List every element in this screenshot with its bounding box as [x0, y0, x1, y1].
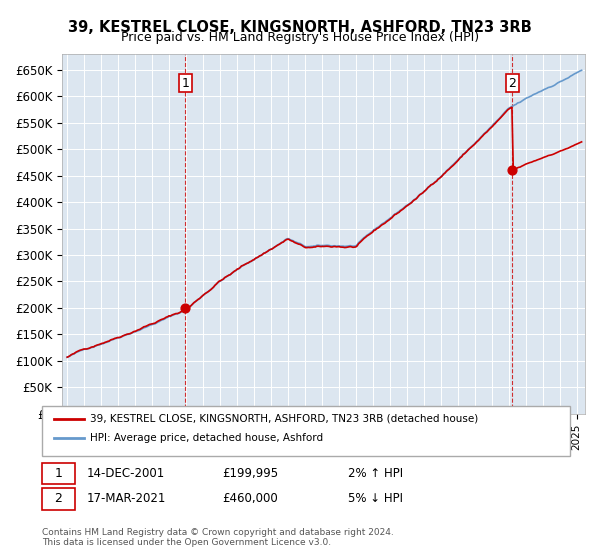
Text: Contains HM Land Registry data © Crown copyright and database right 2024.: Contains HM Land Registry data © Crown c… [42, 528, 394, 536]
Text: £460,000: £460,000 [222, 492, 278, 506]
Point [508, 166, 517, 175]
Point [181, 304, 190, 312]
Text: 14-DEC-2001: 14-DEC-2001 [87, 467, 165, 480]
Text: 2: 2 [508, 77, 516, 90]
Text: £199,995: £199,995 [222, 467, 278, 480]
Text: Price paid vs. HM Land Registry's House Price Index (HPI): Price paid vs. HM Land Registry's House … [121, 31, 479, 44]
Text: 39, KESTREL CLOSE, KINGSNORTH, ASHFORD, TN23 3RB: 39, KESTREL CLOSE, KINGSNORTH, ASHFORD, … [68, 20, 532, 35]
Text: This data is licensed under the Open Government Licence v3.0.: This data is licensed under the Open Gov… [42, 538, 331, 547]
Text: HPI: Average price, detached house, Ashford: HPI: Average price, detached house, Ashf… [90, 433, 323, 443]
Text: 2: 2 [54, 492, 62, 506]
Text: 5% ↓ HPI: 5% ↓ HPI [348, 492, 403, 506]
Text: 1: 1 [54, 467, 62, 480]
Text: 2% ↑ HPI: 2% ↑ HPI [348, 467, 403, 480]
Text: 39, KESTREL CLOSE, KINGSNORTH, ASHFORD, TN23 3RB (detached house): 39, KESTREL CLOSE, KINGSNORTH, ASHFORD, … [90, 414, 478, 424]
Text: 17-MAR-2021: 17-MAR-2021 [87, 492, 166, 506]
Text: 1: 1 [181, 77, 189, 90]
